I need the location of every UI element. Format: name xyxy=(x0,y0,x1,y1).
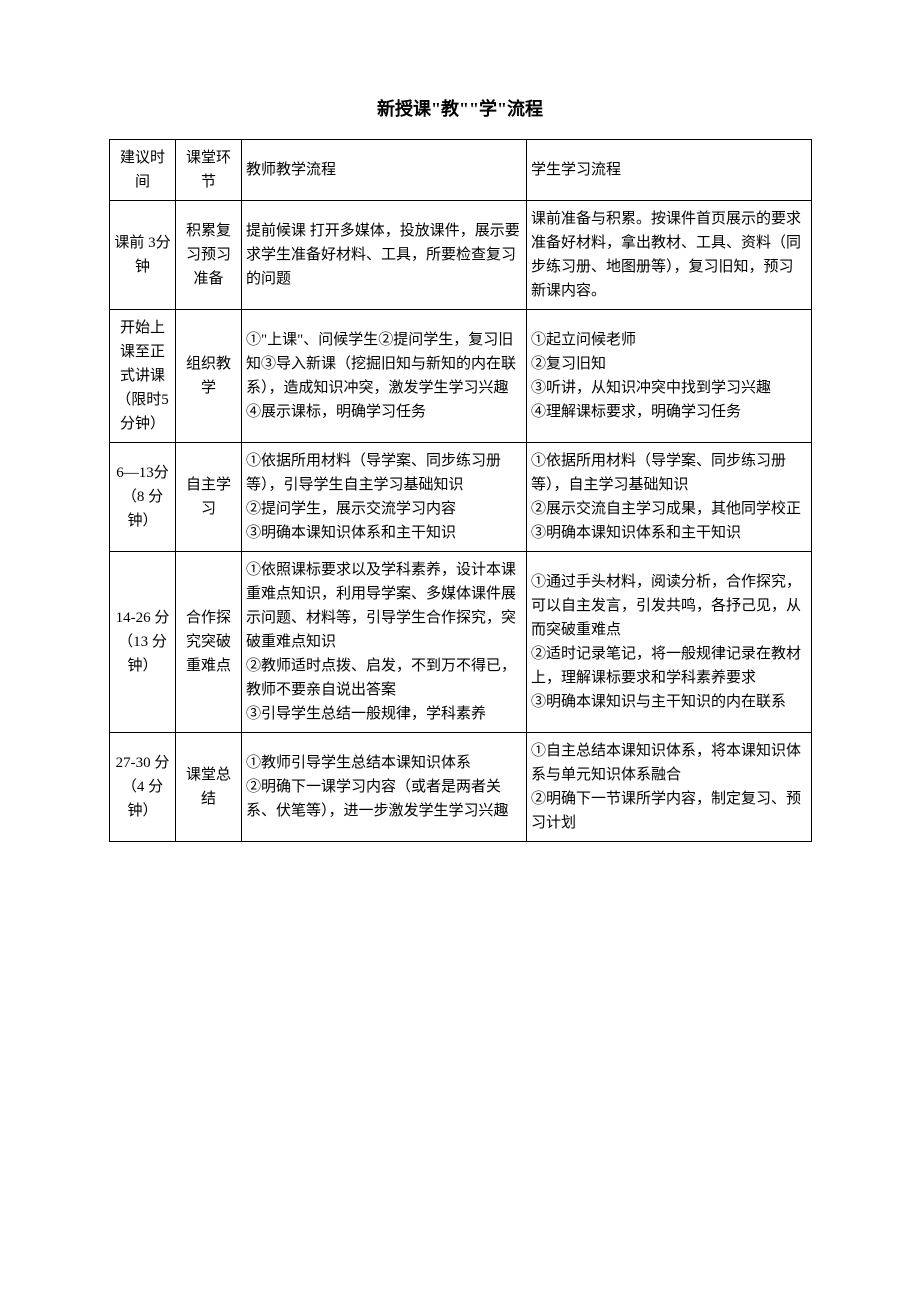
cell-time: 开始上课至正式讲课（限时5 分钟） xyxy=(110,310,176,443)
cell-time: 课前 3分钟 xyxy=(110,201,176,310)
header-phase: 课堂环节 xyxy=(176,140,242,201)
cell-time: 6—13分（8 分钟） xyxy=(110,443,176,552)
table-row: 课前 3分钟 积累复习预习准备 提前候课 打开多媒体，投放课件，展示要求学生准备… xyxy=(110,201,812,310)
cell-teacher: ①"上课"、问候学生②提问学生，复习旧知③导入新课（挖掘旧知与新知的内在联系），… xyxy=(242,310,527,443)
cell-student: ①自主总结本课知识体系，将本课知识体系与单元知识体系融合②明确下一节课所学内容，… xyxy=(527,733,812,842)
cell-phase: 积累复习预习准备 xyxy=(176,201,242,310)
document-title: 新授课"教""学"流程 xyxy=(109,95,811,121)
cell-student: ①通过手头材料，阅读分析，合作探究，可以自主发言，引发共鸣，各抒己见，从而突破重… xyxy=(527,552,812,733)
cell-teacher: 提前候课 打开多媒体，投放课件，展示要求学生准备好材料、工具，所要检查复习的问题 xyxy=(242,201,527,310)
cell-teacher: ①教师引导学生总结本课知识体系②明确下一课学习内容（或者是两者关系、伏笔等），进… xyxy=(242,733,527,842)
table-row: 6—13分（8 分钟） 自主学习 ①依据所用材料（导学案、同步练习册等），引导学… xyxy=(110,443,812,552)
cell-student: ①起立问候老师②复习旧知③听讲，从知识冲突中找到学习兴趣④理解课标要求，明确学习… xyxy=(527,310,812,443)
lesson-flow-table: 建议时间 课堂环节 教师教学流程 学生学习流程 课前 3分钟 积累复习预习准备 … xyxy=(109,139,812,842)
table-row: 27-30 分（4 分钟） 课堂总结 ①教师引导学生总结本课知识体系②明确下一课… xyxy=(110,733,812,842)
cell-teacher: ①依据所用材料（导学案、同步练习册等），引导学生自主学习基础知识②提问学生，展示… xyxy=(242,443,527,552)
table-header-row: 建议时间 课堂环节 教师教学流程 学生学习流程 xyxy=(110,140,812,201)
cell-phase: 合作探究突破重难点 xyxy=(176,552,242,733)
table-row: 开始上课至正式讲课（限时5 分钟） 组织教学 ①"上课"、问候学生②提问学生，复… xyxy=(110,310,812,443)
table-row: 14-26 分（13 分钟） 合作探究突破重难点 ①依照课标要求以及学科素养，设… xyxy=(110,552,812,733)
cell-time: 27-30 分（4 分钟） xyxy=(110,733,176,842)
cell-phase: 课堂总结 xyxy=(176,733,242,842)
cell-phase: 自主学习 xyxy=(176,443,242,552)
cell-phase: 组织教学 xyxy=(176,310,242,443)
header-time: 建议时间 xyxy=(110,140,176,201)
header-student: 学生学习流程 xyxy=(527,140,812,201)
cell-time: 14-26 分（13 分钟） xyxy=(110,552,176,733)
header-teacher: 教师教学流程 xyxy=(242,140,527,201)
cell-student: ①依据所用材料（导学案、同步练习册等），自主学习基础知识②展示交流自主学习成果，… xyxy=(527,443,812,552)
cell-teacher: ①依照课标要求以及学科素养，设计本课重难点知识，利用导学案、多媒体课件展示问题、… xyxy=(242,552,527,733)
cell-student: 课前准备与积累。按课件首页展示的要求准备好材料，拿出教材、工具、资料（同步练习册… xyxy=(527,201,812,310)
